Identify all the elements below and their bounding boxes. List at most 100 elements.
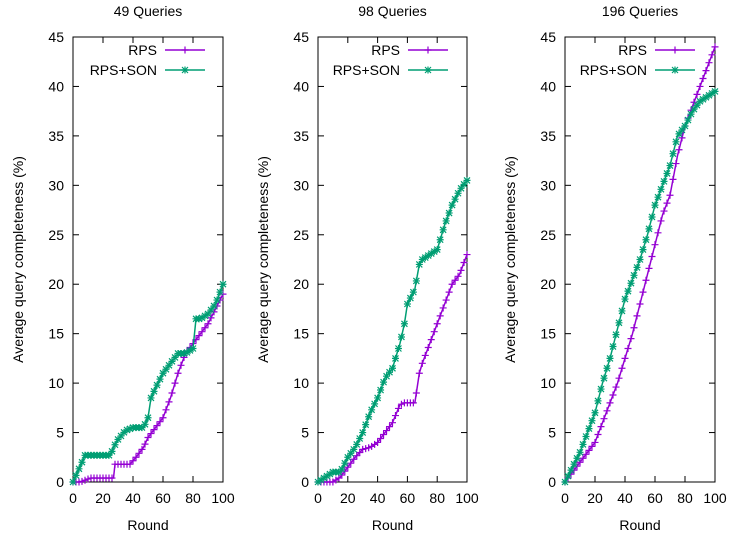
point-marker xyxy=(210,302,218,310)
point-marker xyxy=(615,374,623,382)
point-marker xyxy=(189,345,197,352)
point-marker xyxy=(421,351,429,359)
point-marker xyxy=(702,67,710,75)
point-marker xyxy=(323,472,331,480)
series-rps-son xyxy=(314,176,471,486)
point-marker xyxy=(397,333,405,341)
point-marker xyxy=(675,130,683,138)
point-marker xyxy=(356,434,364,442)
point-marker xyxy=(460,180,468,188)
point-marker xyxy=(594,397,602,405)
point-marker xyxy=(642,276,650,284)
point-marker xyxy=(573,454,581,462)
point-marker xyxy=(216,288,224,296)
point-marker xyxy=(460,258,468,266)
point-marker xyxy=(383,372,391,380)
y-tick-label: 10 xyxy=(293,375,309,391)
point-marker xyxy=(666,191,674,199)
point-marker xyxy=(108,447,116,455)
y-tick-label: 15 xyxy=(540,326,556,342)
point-marker xyxy=(666,162,674,170)
point-marker xyxy=(362,421,370,429)
point-marker xyxy=(591,409,599,417)
point-marker xyxy=(135,449,143,457)
point-marker xyxy=(699,75,707,83)
point-marker xyxy=(380,378,388,386)
point-marker xyxy=(618,364,626,372)
point-marker xyxy=(353,440,361,448)
point-marker xyxy=(445,209,453,217)
x-tick-label: 0 xyxy=(314,490,322,506)
point-marker xyxy=(377,386,385,394)
x-tick-label: 80 xyxy=(677,490,693,506)
point-marker xyxy=(705,59,713,67)
point-marker xyxy=(153,422,161,430)
point-marker xyxy=(645,264,653,272)
point-marker xyxy=(675,146,683,154)
point-marker xyxy=(377,434,385,442)
point-marker xyxy=(597,385,605,393)
y-tick-label: 25 xyxy=(540,227,556,243)
point-marker xyxy=(195,315,203,323)
point-marker xyxy=(660,207,668,215)
point-marker xyxy=(606,354,614,362)
point-marker xyxy=(84,475,92,483)
point-marker xyxy=(198,314,206,322)
y-axis-label: Average query completeness (%) xyxy=(10,156,26,363)
point-marker xyxy=(427,336,435,344)
point-marker xyxy=(606,399,614,407)
y-tick-label: 10 xyxy=(540,375,556,391)
point-marker xyxy=(338,465,346,473)
point-marker xyxy=(111,441,119,449)
point-marker xyxy=(687,110,695,118)
point-marker xyxy=(147,394,155,402)
point-marker xyxy=(386,368,394,376)
x-tick-label: 20 xyxy=(587,490,603,506)
point-marker xyxy=(389,419,396,427)
point-marker xyxy=(669,150,677,158)
point-marker xyxy=(421,254,429,262)
x-tick-label: 40 xyxy=(617,490,633,506)
point-marker xyxy=(162,406,170,414)
y-tick-label: 25 xyxy=(48,227,64,243)
point-marker xyxy=(165,398,173,406)
point-marker xyxy=(561,478,569,486)
point-marker xyxy=(642,236,650,244)
y-tick-label: 5 xyxy=(56,425,64,441)
point-marker xyxy=(201,312,209,320)
point-marker xyxy=(424,66,432,74)
point-marker xyxy=(177,361,185,369)
series-rps xyxy=(69,290,227,486)
point-marker xyxy=(645,225,653,233)
point-marker xyxy=(201,324,209,332)
point-marker xyxy=(380,431,388,439)
point-marker xyxy=(657,185,665,193)
point-marker xyxy=(612,331,620,339)
point-marker xyxy=(609,343,617,351)
point-marker xyxy=(156,375,164,383)
point-marker xyxy=(570,460,578,468)
x-axis-label: Round xyxy=(619,517,660,533)
x-tick-label: 0 xyxy=(561,490,569,506)
point-marker xyxy=(654,193,662,201)
legend-label: RPS xyxy=(128,42,157,58)
y-axis-label: Average query completeness (%) xyxy=(502,156,518,363)
point-marker xyxy=(564,472,572,480)
point-marker xyxy=(406,294,414,302)
point-marker xyxy=(585,425,593,433)
x-axis-label: Round xyxy=(372,517,413,533)
point-marker xyxy=(371,400,379,408)
y-tick-label: 30 xyxy=(48,177,64,193)
point-marker xyxy=(356,449,364,457)
point-marker xyxy=(219,280,227,288)
point-marker xyxy=(365,444,373,452)
point-marker xyxy=(123,426,131,434)
chart-panel-1: 49 Queries 0 5 10 15 20 25 30 35 40 45 0 20 40 60 80 100… xyxy=(10,3,235,533)
point-marker xyxy=(147,430,155,438)
point-marker xyxy=(138,424,146,432)
point-marker xyxy=(663,169,671,177)
point-marker xyxy=(576,448,584,456)
point-marker xyxy=(457,184,465,192)
point-marker xyxy=(171,353,179,361)
